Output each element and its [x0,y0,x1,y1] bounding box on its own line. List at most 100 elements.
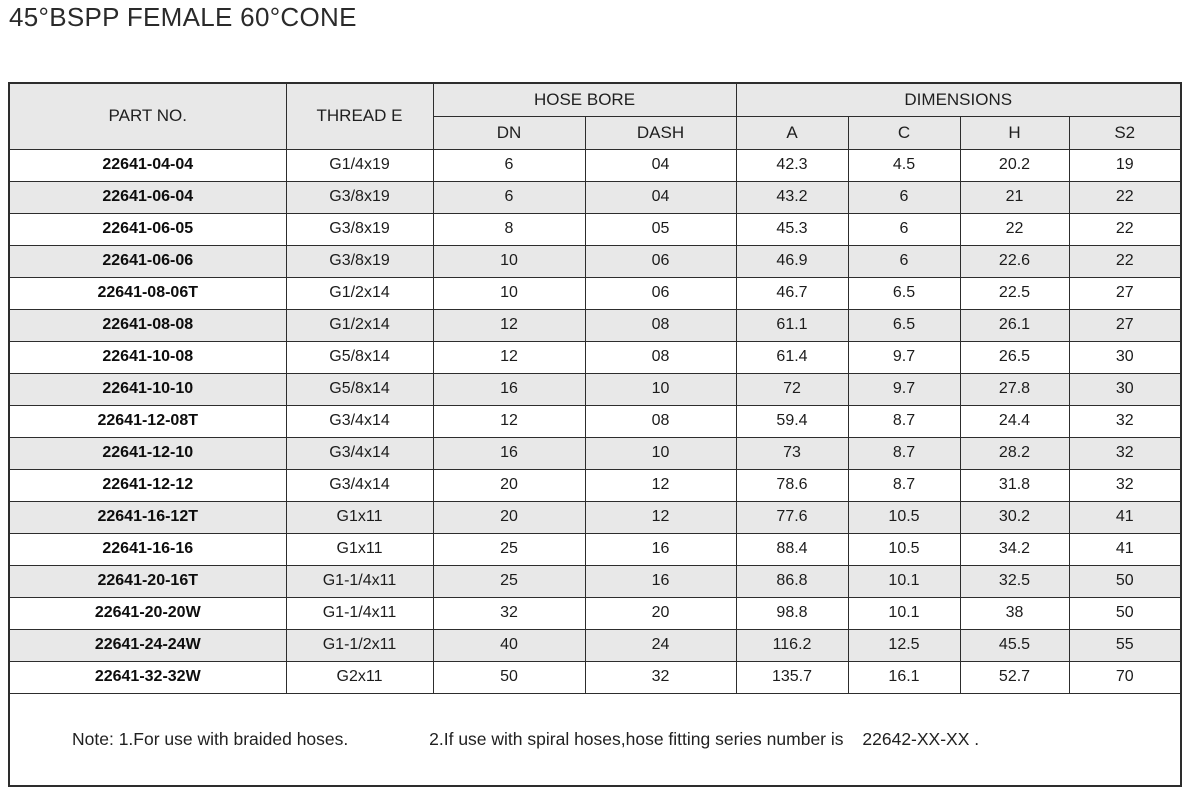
cell-dash: 24 [584,628,737,662]
cell-c: 8.7 [847,468,961,502]
cell-dash: 06 [584,244,737,278]
table-body: 22641-04-04 G1/4x19 6 04 42.3 4.5 20.2 19 22641-… [8,148,1182,694]
cell-part-no: 22641-08-08 [8,308,287,342]
cell-dash: 08 [584,308,737,342]
cell-s2: 41 [1068,500,1182,534]
cell-c: 4.5 [847,148,961,182]
cell-s2: 30 [1068,372,1182,406]
table-row: 22641-12-10 G3/4x14 16 10 73 8.7 28.2 32 [8,436,1182,470]
table-row: 22641-10-08 G5/8x14 12 08 61.4 9.7 26.5 30 [8,340,1182,374]
cell-c: 6.5 [847,308,961,342]
cell-h: 31.8 [959,468,1070,502]
cell-c: 12.5 [847,628,961,662]
cell-h: 38 [959,596,1070,630]
cell-s2: 22 [1068,180,1182,214]
cell-h: 45.5 [959,628,1070,662]
table-footer: Note: 1.For use with braided hoses. 2.If… [8,692,1182,787]
cell-dn: 12 [432,308,586,342]
cell-thread-e: G1x11 [285,500,434,534]
col-header-s2: S2 [1068,115,1182,150]
cell-dn: 6 [432,148,586,182]
note-cell: Note: 1.For use with braided hoses. 2.If… [8,692,1182,787]
cell-a: 46.7 [735,276,849,310]
cell-dn: 20 [432,500,586,534]
cell-a: 86.8 [735,564,849,598]
cell-part-no: 22641-06-05 [8,212,287,246]
cell-part-no: 22641-06-04 [8,180,287,214]
note-1: Note: 1.For use with braided hoses. [72,728,349,749]
cell-h: 22.6 [959,244,1070,278]
cell-dn: 25 [432,564,586,598]
note-text: Note: 1.For use with braided hoses. 2.If… [10,729,1180,750]
cell-h: 34.2 [959,532,1070,566]
cell-c: 6 [847,212,961,246]
col-header-a: A [735,115,849,150]
cell-a: 116.2 [735,628,849,662]
cell-a: 98.8 [735,596,849,630]
cell-dn: 32 [432,596,586,630]
cell-h: 52.7 [959,660,1070,694]
cell-s2: 27 [1068,276,1182,310]
cell-c: 8.7 [847,436,961,470]
table-row: 22641-06-06 G3/8x19 10 06 46.9 6 22.6 22 [8,244,1182,278]
table-row: 22641-16-16 G1x11 25 16 88.4 10.5 34.2 41 [8,532,1182,566]
cell-thread-e: G2x11 [285,660,434,694]
col-group-dimensions: DIMENSIONS [735,82,1182,117]
cell-dash: 05 [584,212,737,246]
cell-dn: 16 [432,436,586,470]
cell-dn: 20 [432,468,586,502]
cell-s2: 32 [1068,468,1182,502]
cell-c: 6 [847,244,961,278]
cell-thread-e: G5/8x14 [285,372,434,406]
cell-h: 28.2 [959,436,1070,470]
cell-s2: 32 [1068,404,1182,438]
cell-thread-e: G3/4x14 [285,468,434,502]
cell-c: 8.7 [847,404,961,438]
table-row: 22641-08-06T G1/2x14 10 06 46.7 6.5 22.5 27 [8,276,1182,310]
cell-dash: 10 [584,436,737,470]
table-row: 22641-20-16T G1-1/4x11 25 16 86.8 10.1 32.5 50 [8,564,1182,598]
col-header-h: H [959,115,1070,150]
cell-s2: 50 [1068,564,1182,598]
cell-s2: 22 [1068,244,1182,278]
cell-s2: 22 [1068,212,1182,246]
cell-part-no: 22641-08-06T [8,276,287,310]
cell-thread-e: G5/8x14 [285,340,434,374]
cell-thread-e: G3/4x14 [285,436,434,470]
cell-dash: 08 [584,404,737,438]
cell-h: 27.8 [959,372,1070,406]
cell-a: 135.7 [735,660,849,694]
cell-a: 59.4 [735,404,849,438]
cell-dn: 12 [432,340,586,374]
cell-part-no: 22641-12-10 [8,436,287,470]
cell-dn: 16 [432,372,586,406]
cell-thread-e: G3/4x14 [285,404,434,438]
table-row: 22641-32-32W G2x11 50 32 135.7 16.1 52.7 70 [8,660,1182,694]
cell-a: 43.2 [735,180,849,214]
cell-dash: 12 [584,500,737,534]
cell-a: 46.9 [735,244,849,278]
cell-h: 24.4 [959,404,1070,438]
cell-s2: 55 [1068,628,1182,662]
cell-part-no: 22641-24-24W [8,628,287,662]
cell-h: 30.2 [959,500,1070,534]
cell-a: 77.6 [735,500,849,534]
col-header-dn: DN [432,115,586,150]
cell-part-no: 22641-04-04 [8,148,287,182]
cell-thread-e: G3/8x19 [285,212,434,246]
cell-c: 9.7 [847,340,961,374]
cell-c: 10.5 [847,500,961,534]
cell-dash: 04 [584,148,737,182]
note-row: Note: 1.For use with braided hoses. 2.If… [8,692,1182,787]
cell-dash: 08 [584,340,737,374]
cell-dn: 10 [432,276,586,310]
cell-dn: 6 [432,180,586,214]
col-group-hose-bore: HOSE BORE [432,82,737,117]
table-row: 22641-12-08T G3/4x14 12 08 59.4 8.7 24.4 32 [8,404,1182,438]
cell-part-no: 22641-32-32W [8,660,287,694]
cell-s2: 27 [1068,308,1182,342]
cell-c: 9.7 [847,372,961,406]
cell-part-no: 22641-20-16T [8,564,287,598]
cell-dash: 04 [584,180,737,214]
cell-part-no: 22641-16-12T [8,500,287,534]
